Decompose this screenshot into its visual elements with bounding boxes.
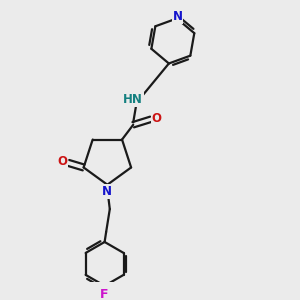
Text: N: N [172,11,182,23]
Text: N: N [101,185,112,198]
Text: F: F [100,288,109,300]
Text: O: O [152,112,161,125]
Text: O: O [57,155,67,168]
Text: HN: HN [123,93,143,106]
